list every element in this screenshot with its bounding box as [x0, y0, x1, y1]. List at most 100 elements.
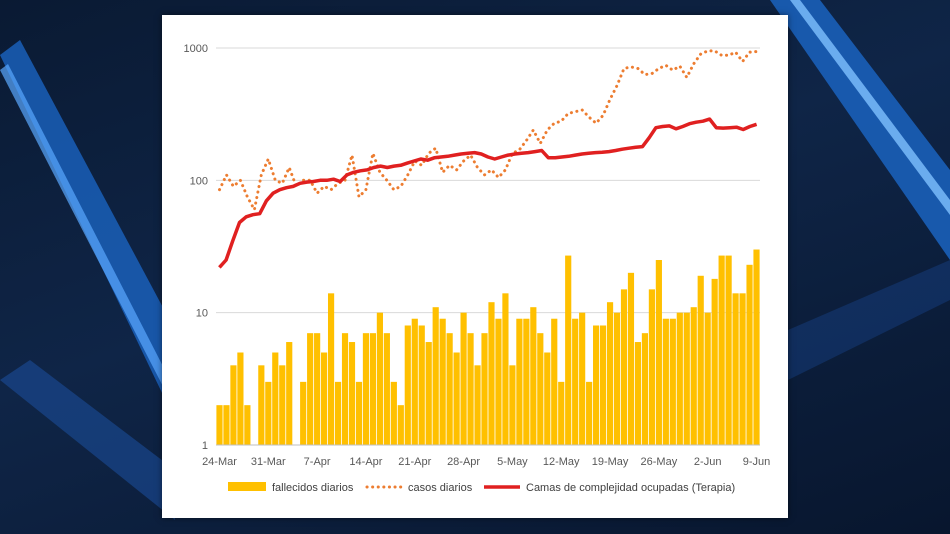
- bar: [495, 318, 502, 445]
- x-tick-label: 24-Mar: [202, 456, 237, 468]
- bar: [369, 333, 377, 445]
- bar: [718, 255, 725, 445]
- bar: [725, 255, 732, 445]
- bar: [341, 333, 349, 445]
- bar: [223, 405, 230, 445]
- bar: [662, 318, 669, 445]
- bar: [676, 312, 683, 445]
- bar: [355, 381, 363, 445]
- bar: [669, 318, 676, 445]
- bar: [606, 302, 614, 445]
- legend-label-fallecidos: fallecidos diarios: [272, 482, 354, 494]
- x-tick-label: 31-Mar: [251, 456, 286, 468]
- bar: [376, 312, 383, 445]
- bar: [258, 365, 265, 445]
- legend-swatch-fallecidos: [228, 482, 266, 491]
- chart-card: 1 10 100 1000 24-Mar 31-Mar 7-Apr 14-Apr 21-Apr 2…: [162, 15, 788, 518]
- bar: [530, 307, 537, 445]
- bar: [383, 333, 390, 445]
- bar: [488, 302, 495, 445]
- bar: [502, 293, 509, 445]
- bar: [655, 260, 662, 445]
- x-tick-label: 2-Jun: [694, 456, 722, 468]
- bar: [648, 289, 655, 445]
- bar: [216, 405, 223, 445]
- bar: [244, 405, 251, 445]
- bar: [537, 333, 544, 445]
- bar: [565, 255, 572, 445]
- legend: fallecidos diarios casos diarios Camas de …: [228, 482, 735, 494]
- bar: [425, 342, 432, 445]
- bar: [474, 365, 481, 445]
- bar: [230, 365, 237, 445]
- bar: [446, 333, 453, 445]
- bar: [265, 381, 272, 445]
- x-tick-label: 28-Apr: [447, 456, 480, 468]
- bars-layer: [216, 249, 760, 445]
- bar: [307, 333, 314, 445]
- bar: [627, 272, 635, 445]
- y-tick-label: 10: [196, 308, 208, 320]
- bar: [690, 307, 697, 445]
- bar: [620, 289, 628, 445]
- bar: [237, 352, 244, 445]
- bar: [321, 352, 328, 445]
- bar: [348, 342, 356, 445]
- bar: [558, 381, 565, 445]
- bar: [753, 249, 760, 445]
- legend-label-camas: Camas de complejidad ocupadas (Terapia): [526, 482, 735, 494]
- bar: [697, 275, 704, 445]
- bar: [641, 333, 649, 445]
- bar: [586, 381, 593, 445]
- series-line-camas: [218, 117, 758, 269]
- bar: [327, 293, 335, 445]
- chart-svg: 1 10 100 1000 24-Mar 31-Mar 7-Apr 14-Apr 21-Apr 2…: [184, 43, 771, 494]
- y-tick-label: 100: [190, 175, 208, 187]
- bar: [286, 342, 293, 445]
- bar: [460, 312, 467, 445]
- bar: [481, 333, 488, 445]
- bar: [634, 342, 642, 445]
- x-tick-label: 7-Apr: [304, 456, 331, 468]
- bar: [572, 318, 579, 445]
- bar: [683, 312, 690, 445]
- bar: [509, 365, 516, 445]
- bar: [739, 293, 746, 445]
- bar: [551, 318, 558, 445]
- bar: [418, 325, 425, 445]
- bar: [404, 325, 411, 445]
- bar: [272, 352, 279, 445]
- bar: [544, 352, 551, 445]
- x-tick-label: 19-May: [592, 456, 629, 468]
- bar: [453, 352, 460, 445]
- legend-label-casos: casos diarios: [408, 482, 473, 494]
- bar: [732, 293, 739, 445]
- bar: [593, 325, 600, 445]
- lines-layer: [218, 49, 758, 269]
- bar: [613, 312, 621, 445]
- bar: [439, 318, 446, 445]
- bar: [300, 381, 307, 445]
- bar: [390, 381, 397, 445]
- bar: [746, 264, 753, 445]
- bar: [599, 325, 607, 445]
- y-tick-label: 1000: [184, 43, 208, 55]
- x-tick-label: 12-May: [543, 456, 580, 468]
- bar: [397, 405, 404, 445]
- y-tick-label: 1: [202, 440, 208, 452]
- bar: [411, 318, 418, 445]
- axis-layer: 1 10 100 1000 24-Mar 31-Mar 7-Apr 14-Apr 21-Apr 2…: [184, 43, 771, 468]
- x-tick-label: 26-May: [641, 456, 678, 468]
- bar: [467, 333, 474, 445]
- bar: [314, 333, 321, 445]
- x-tick-label: 21-Apr: [398, 456, 431, 468]
- x-tick-label: 5-May: [497, 456, 528, 468]
- bar: [362, 333, 370, 445]
- x-tick-label: 9-Jun: [743, 456, 771, 468]
- x-tick-label: 14-Apr: [349, 456, 382, 468]
- bar: [279, 365, 286, 445]
- bar: [516, 318, 523, 445]
- bar: [704, 312, 711, 445]
- bar: [579, 312, 586, 445]
- bar: [711, 278, 718, 445]
